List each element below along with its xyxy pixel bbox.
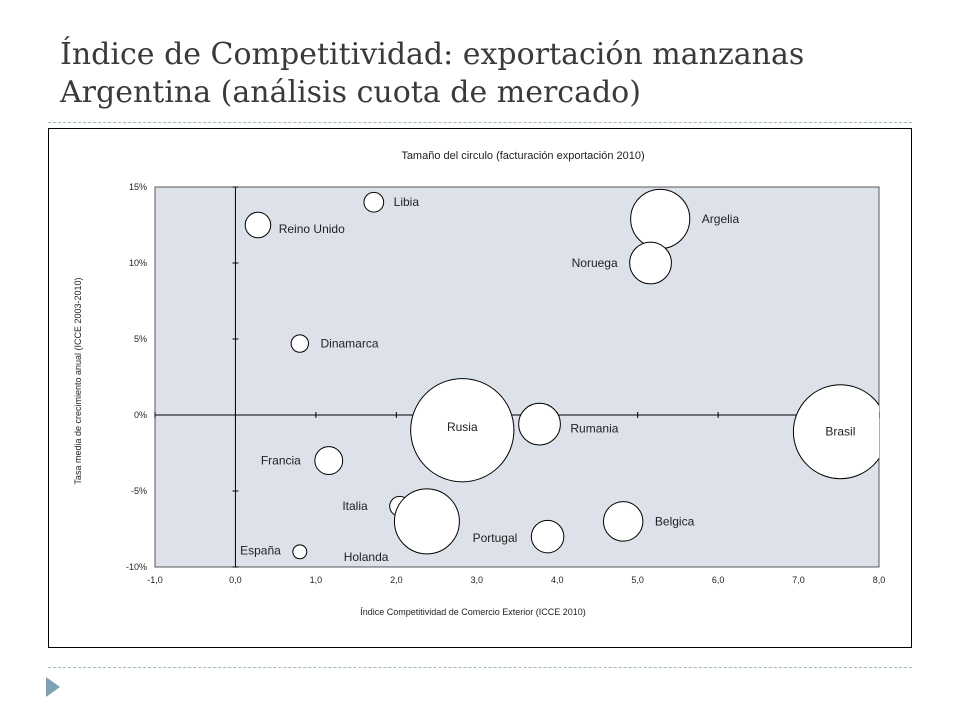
chart-title: Tamaño del circulo (facturación exportac…	[401, 150, 644, 162]
bubble-belgica	[602, 501, 644, 542]
bubble-label-noruega: Noruega	[572, 256, 618, 270]
bubble-holanda	[393, 488, 460, 555]
x-tick-label: 1,0	[310, 575, 323, 585]
y-tick-label: -10%	[126, 562, 147, 572]
x-tick-label: 7,0	[792, 575, 805, 585]
slide-title: Índice de Competitividad: exportación ma…	[60, 37, 805, 110]
y-tick-label: 0%	[134, 410, 147, 420]
bubble-noruega	[629, 241, 672, 285]
bubble-reino-unido	[244, 211, 272, 239]
bubble-label-portugal: Portugal	[473, 531, 518, 545]
bubble-label-rusia: Rusia	[447, 420, 478, 434]
x-tick-label: 3,0	[471, 575, 484, 585]
y-tick-label: 5%	[134, 334, 147, 344]
y-tick-label: -5%	[131, 486, 147, 496]
x-tick-label: -1,0	[147, 575, 163, 585]
bubble-espana	[292, 544, 308, 560]
x-tick-label: 5,0	[631, 575, 644, 585]
bubble-label-espana: España	[240, 543, 281, 557]
x-tick-label: 2,0	[390, 575, 403, 585]
bubble-dinamarca	[290, 334, 310, 353]
title-divider	[48, 122, 912, 123]
bubble-portugal	[530, 519, 565, 554]
x-axis-label: Índice Competitividad de Comercio Exteri…	[360, 607, 586, 617]
bubble-rusia	[410, 378, 515, 483]
y-tick-label: 15%	[129, 182, 147, 192]
chart-frame: Tamaño del circulo (facturación exportac…	[48, 128, 912, 648]
bubble-chart: Tamaño del circulo (facturación exportac…	[73, 150, 886, 617]
x-tick-label: 8,0	[873, 575, 886, 585]
bubble-libia	[363, 191, 385, 213]
bubble-label-rumania: Rumania	[570, 421, 618, 435]
bubble-label-libia: Libia	[394, 195, 420, 209]
y-tick-label: 10%	[129, 258, 147, 268]
x-tick-label: 6,0	[712, 575, 725, 585]
bubble-label-argelia: Argelia	[702, 212, 740, 226]
bubble-label-dinamarca: Dinamarca	[321, 337, 379, 351]
bubble-label-belgica: Belgica	[655, 514, 695, 528]
footer-divider	[48, 667, 912, 668]
bubble-rumania	[518, 402, 561, 446]
x-tick-label: 4,0	[551, 575, 564, 585]
bubble-label-brasil: Brasil	[825, 425, 855, 439]
x-tick-label: 0,0	[229, 575, 242, 585]
bubble-label-holanda: Holanda	[344, 550, 389, 564]
bullet-arrow-icon	[46, 677, 60, 697]
bubble-francia	[314, 446, 344, 476]
y-axis-label: Tasa media de crecimiento anual (ICCE 20…	[73, 277, 83, 484]
bubble-label-francia: Francia	[261, 454, 301, 468]
bubble-label-reino-unido: Reino Unido	[279, 222, 345, 236]
bubble-argelia	[630, 188, 691, 249]
bubble-label-italia: Italia	[342, 499, 368, 513]
plot-area	[154, 186, 880, 568]
bubble-brasil	[792, 384, 879, 480]
